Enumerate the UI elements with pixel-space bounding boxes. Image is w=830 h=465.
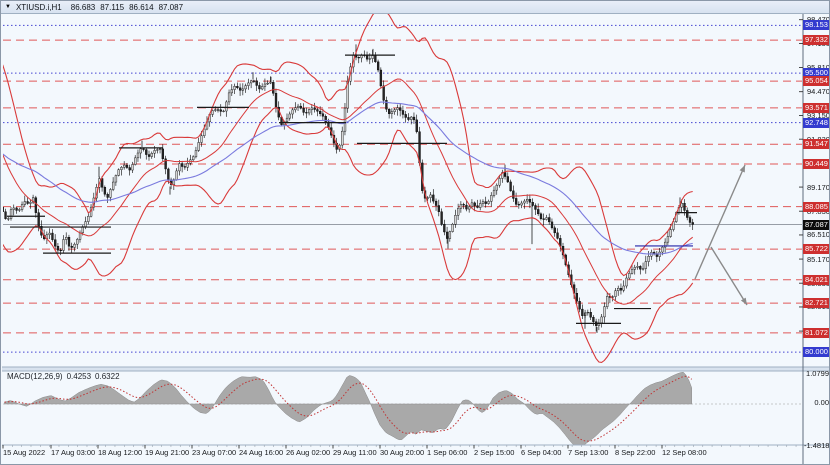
trend-ray-segments[interactable]	[7, 54, 697, 324]
panel-separators	[2, 14, 829, 464]
chart-title-bar: ▼ XTIUSD.i,H1 86.683 87.115 86.614 87.08…	[1, 1, 829, 14]
symbol-dropdown-icon[interactable]: ▼	[5, 4, 11, 10]
macd-indicator-name: MACD(12,26,9)	[7, 372, 63, 381]
macd-signal-value: 0.6322	[95, 372, 120, 381]
bar-open-value: 86.683	[70, 2, 96, 12]
macd-histogram	[3, 371, 802, 445]
main-chart-plot[interactable]	[3, 14, 802, 367]
macd-main-value: 0.4253	[66, 372, 92, 381]
chart-symbol-timeframe: XTIUSD.i,H1	[15, 2, 62, 12]
bollinger-bands	[3, 14, 694, 363]
projection-arrows[interactable]	[694, 164, 748, 306]
bar-high-value: 87.115	[100, 2, 125, 12]
macd-panel-plot[interactable]	[3, 371, 802, 445]
level-lines	[3, 24, 802, 353]
bar-low-value: 86.614	[129, 2, 154, 12]
moving-average-line	[3, 101, 693, 255]
macd-indicator-label: MACD(12,26,9) 0.4253 0.6322	[7, 372, 124, 381]
axis-ticks	[2, 19, 803, 449]
candlestick-series	[3, 44, 694, 334]
price-scale[interactable]	[804, 14, 829, 445]
bar-close-value: 87.087	[158, 2, 184, 12]
macd-signal-line	[4, 375, 693, 442]
time-scale[interactable]	[3, 446, 802, 464]
